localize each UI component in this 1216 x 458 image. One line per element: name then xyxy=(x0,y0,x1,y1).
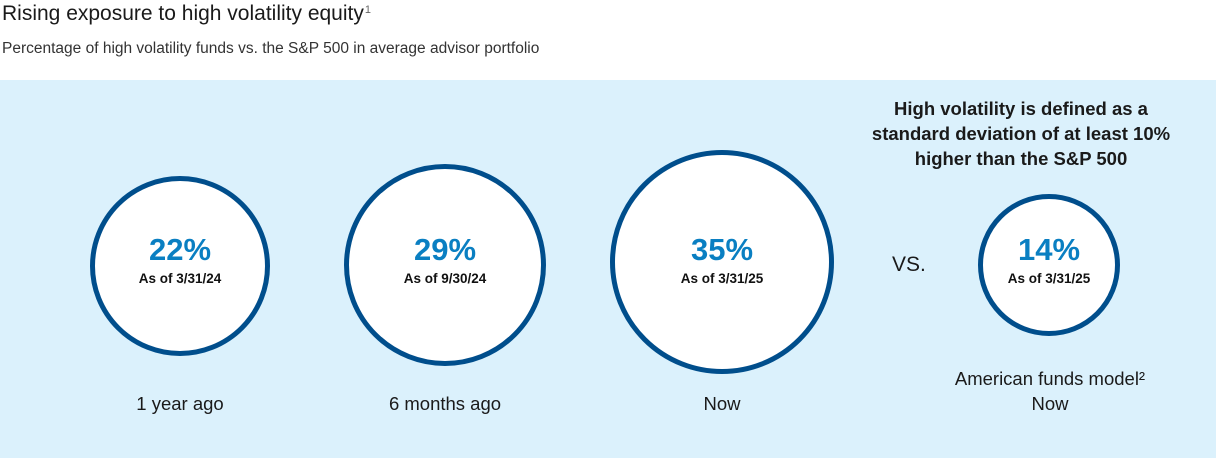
bubble-2-date-label: As of 9/30/24 xyxy=(403,271,487,286)
vs-separator: VS. xyxy=(892,253,926,276)
bubble-3-period-label: Now xyxy=(703,393,741,414)
bubble-1-year-ago xyxy=(90,176,270,356)
bubble-american-funds-model xyxy=(978,194,1120,336)
bubble-1-value-label: 22% xyxy=(148,232,212,267)
comparison-model-period: Now xyxy=(1031,393,1069,414)
bubble-3-date-label: As of 3/31/25 xyxy=(680,271,764,286)
chart-title: Rising exposure to high volatility equit… xyxy=(2,2,371,26)
comparison-period-label: American funds model² Now xyxy=(900,366,1200,416)
comparison-value-label: 14% xyxy=(1017,232,1081,267)
definition-note-line-3: higher than the S&P 500 xyxy=(914,148,1128,169)
bubble-3-value-label: 35% xyxy=(690,232,754,267)
bubble-2-value-label: 29% xyxy=(413,232,477,267)
bubble-now xyxy=(610,150,834,374)
bubble-1-period-label: 1 year ago xyxy=(136,393,224,414)
chart-title-text: Rising exposure to high volatility equit… xyxy=(2,2,364,25)
definition-note-line-2: standard deviation of at least 10% xyxy=(871,123,1171,144)
chart-subtitle: Percentage of high volatility funds vs. … xyxy=(2,40,540,57)
bubble-1-date-label: As of 3/31/24 xyxy=(138,271,222,286)
comparison-date-label: As of 3/31/25 xyxy=(1007,271,1091,286)
definition-note: High volatility is defined as a standard… xyxy=(856,96,1186,171)
bubble-2-period-label: 6 months ago xyxy=(388,393,502,414)
definition-note-line-1: High volatility is defined as a xyxy=(894,98,1148,119)
bubble-6-months-ago xyxy=(344,164,546,366)
title-footnote-marker: 1 xyxy=(364,4,371,16)
comparison-model-name: American funds model² xyxy=(954,368,1146,389)
